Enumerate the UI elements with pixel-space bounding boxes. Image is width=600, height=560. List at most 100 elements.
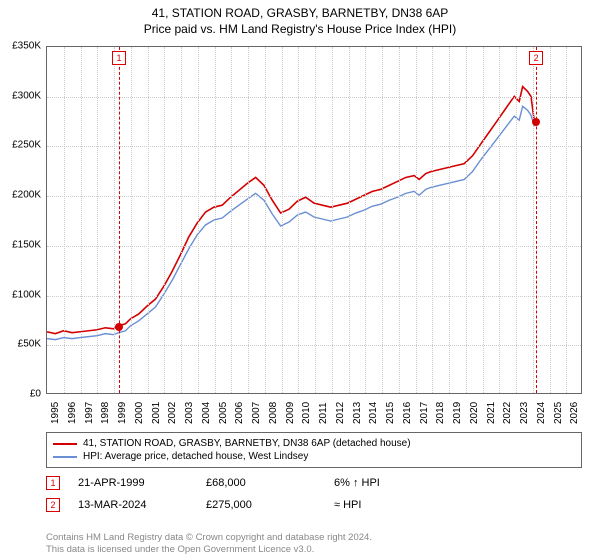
gridline-vertical <box>550 47 551 393</box>
transaction-marker-icon: 1 <box>46 476 60 490</box>
x-axis-tick-label: 2011 <box>318 402 329 424</box>
gridline-vertical <box>131 47 132 393</box>
gridline-vertical <box>365 47 366 393</box>
gridline-horizontal <box>47 296 581 297</box>
y-axis-tick-label: £200K <box>0 190 44 201</box>
transaction-hpi-delta: ≈ HPI <box>334 499 444 511</box>
x-axis-tick-label: 1998 <box>100 402 111 424</box>
gridline-horizontal <box>47 146 581 147</box>
transaction-row: 2 13-MAR-2024 £275,000 ≈ HPI <box>46 498 582 512</box>
x-axis-tick-label: 1999 <box>117 402 128 424</box>
y-axis-tick-label: £0 <box>0 389 44 400</box>
legend-label: 41, STATION ROAD, GRASBY, BARNETBY, DN38… <box>83 438 411 449</box>
transaction-price: £68,000 <box>206 477 316 489</box>
x-axis-tick-label: 2025 <box>553 402 564 424</box>
x-axis-tick-label: 2006 <box>234 402 245 424</box>
x-axis-tick-label: 2001 <box>151 402 162 424</box>
x-axis-tick-label: 2020 <box>469 402 480 424</box>
plot-area: 12 <box>46 46 582 394</box>
x-axis-tick-label: 2002 <box>167 402 178 424</box>
chart-title-address: 41, STATION ROAD, GRASBY, BARNETBY, DN38… <box>0 6 600 20</box>
x-axis-tick-label: 1995 <box>50 402 61 424</box>
gridline-horizontal <box>47 345 581 346</box>
x-axis-tick-label: 2005 <box>218 402 229 424</box>
gridline-vertical <box>399 47 400 393</box>
y-axis-tick-label: £100K <box>0 289 44 300</box>
legend-label: HPI: Average price, detached house, West… <box>83 451 308 462</box>
x-axis-tick-label: 1996 <box>67 402 78 424</box>
gridline-vertical <box>282 47 283 393</box>
x-axis-tick-label: 2024 <box>536 402 547 424</box>
title-block: 41, STATION ROAD, GRASBY, BARNETBY, DN38… <box>0 0 600 36</box>
gridline-vertical <box>248 47 249 393</box>
legend-swatch <box>53 443 77 445</box>
legend-item-hpi: HPI: Average price, detached house, West… <box>53 450 575 463</box>
x-axis-tick-label: 2023 <box>519 402 530 424</box>
gridline-vertical <box>315 47 316 393</box>
x-axis-tick-label: 2008 <box>268 402 279 424</box>
x-axis-tick-label: 2016 <box>402 402 413 424</box>
gridline-horizontal <box>47 97 581 98</box>
gridline-horizontal <box>47 196 581 197</box>
x-axis-tick-label: 2018 <box>435 402 446 424</box>
gridline-vertical <box>466 47 467 393</box>
x-axis-tick-label: 2022 <box>502 402 513 424</box>
transaction-dot <box>115 323 123 331</box>
gridline-vertical <box>81 47 82 393</box>
gridline-vertical <box>148 47 149 393</box>
footer-line: This data is licensed under the Open Gov… <box>46 544 372 556</box>
legend-swatch <box>53 456 77 458</box>
x-axis-tick-label: 2019 <box>452 402 463 424</box>
y-axis-tick-label: £350K <box>0 41 44 52</box>
y-axis-tick-label: £150K <box>0 239 44 250</box>
x-axis-tick-label: 2012 <box>335 402 346 424</box>
y-axis-tick-label: £250K <box>0 140 44 151</box>
transaction-dot <box>532 118 540 126</box>
footer-line: Contains HM Land Registry data © Crown c… <box>46 532 372 544</box>
y-axis-tick-label: £300K <box>0 90 44 101</box>
gridline-vertical <box>198 47 199 393</box>
transaction-hpi-delta: 6% ↑ HPI <box>334 477 444 489</box>
x-axis-tick-label: 2010 <box>301 402 312 424</box>
x-axis-tick-label: 2003 <box>184 402 195 424</box>
gridline-vertical <box>97 47 98 393</box>
gridline-vertical <box>499 47 500 393</box>
x-axis-tick-label: 2014 <box>368 402 379 424</box>
gridline-vertical <box>181 47 182 393</box>
legend: 41, STATION ROAD, GRASBY, BARNETBY, DN38… <box>46 432 582 468</box>
x-axis-tick-label: 2000 <box>134 402 145 424</box>
gridline-vertical <box>432 47 433 393</box>
gridline-vertical <box>114 47 115 393</box>
transaction-price: £275,000 <box>206 499 316 511</box>
gridline-vertical <box>533 47 534 393</box>
gridline-vertical <box>332 47 333 393</box>
gridline-vertical <box>349 47 350 393</box>
footer-attribution: Contains HM Land Registry data © Crown c… <box>46 532 372 556</box>
transaction-vline <box>536 47 537 393</box>
x-axis-tick-label: 1997 <box>84 402 95 424</box>
gridline-vertical <box>483 47 484 393</box>
transaction-marker-box: 1 <box>112 51 126 65</box>
transaction-marker-box: 2 <box>529 51 543 65</box>
gridline-vertical <box>265 47 266 393</box>
x-axis-tick-label: 2026 <box>569 402 580 424</box>
gridline-vertical <box>231 47 232 393</box>
x-axis-tick-label: 2007 <box>251 402 262 424</box>
transaction-vline <box>119 47 120 393</box>
gridline-horizontal <box>47 246 581 247</box>
transaction-date: 13-MAR-2024 <box>78 499 188 511</box>
gridline-vertical <box>566 47 567 393</box>
series-line-price_paid <box>47 87 534 334</box>
legend-item-price-paid: 41, STATION ROAD, GRASBY, BARNETBY, DN38… <box>53 437 575 450</box>
series-line-hpi <box>47 106 534 339</box>
chart-subtitle: Price paid vs. HM Land Registry's House … <box>0 22 600 36</box>
x-axis-tick-label: 2013 <box>352 402 363 424</box>
x-axis-tick-label: 2017 <box>419 402 430 424</box>
x-axis-tick-label: 2009 <box>285 402 296 424</box>
gridline-vertical <box>516 47 517 393</box>
gridline-vertical <box>382 47 383 393</box>
gridline-vertical <box>416 47 417 393</box>
y-axis-tick-label: £50K <box>0 339 44 350</box>
gridline-vertical <box>215 47 216 393</box>
x-axis-tick-label: 2004 <box>201 402 212 424</box>
